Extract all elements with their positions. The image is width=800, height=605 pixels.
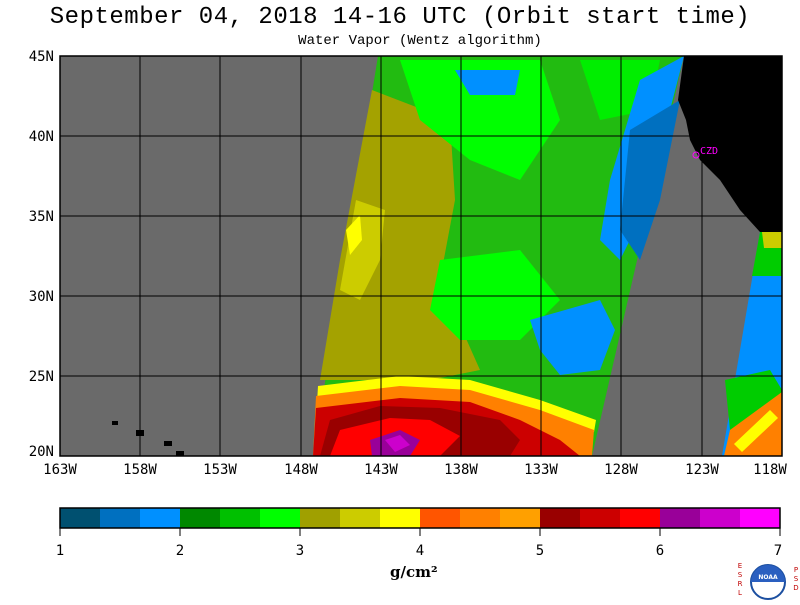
- colorbar-segment: [420, 508, 461, 528]
- colorbar-segment: [220, 508, 261, 528]
- lat-label: 25N: [28, 369, 54, 385]
- swath-left-light-green-a: [400, 60, 560, 180]
- lon-label: 143W: [364, 462, 398, 478]
- map-subtitle: Water Vapor (Wentz algorithm): [298, 33, 542, 49]
- island-a: [112, 421, 118, 425]
- colorbar-segment: [500, 508, 541, 528]
- swath-right-yellow: [762, 232, 782, 248]
- lat-label: 40N: [28, 129, 54, 145]
- logo-letters-right: P S D: [793, 566, 799, 592]
- island-d: [176, 451, 184, 456]
- logo-letters-left: E S R L: [737, 562, 743, 597]
- swath-left-yellowish: [340, 200, 385, 300]
- colorbar-tick-label: 1: [55, 543, 65, 559]
- swath-left-blue-b: [455, 70, 520, 95]
- lon-label: 123W: [685, 462, 719, 478]
- noaa-logo: NOAA E S R L P S D: [736, 560, 800, 600]
- lat-label: 45N: [28, 49, 54, 65]
- colorbar-segment: [540, 508, 581, 528]
- map-grid: [60, 56, 782, 456]
- colorbar-segment: [620, 508, 661, 528]
- lat-label: 30N: [28, 289, 54, 305]
- island-c: [164, 441, 172, 446]
- colorbar-segment: [380, 508, 421, 528]
- colorbar-tick-label: 7: [773, 543, 783, 559]
- swath-right-yellow-low: [734, 410, 778, 452]
- colorbar-segment: [100, 508, 141, 528]
- colorbar-segment: [260, 508, 301, 528]
- colorbar-tick-label: 5: [535, 543, 545, 559]
- swath-left-magenta: [385, 435, 410, 452]
- colorbar-ticks: [59, 528, 781, 536]
- colorbar-segment: [60, 508, 101, 528]
- colorbar-segment: [700, 508, 741, 528]
- colorbar-segment: [340, 508, 381, 528]
- swath-left-yellow: [346, 215, 362, 255]
- colorbar-segment: [740, 508, 781, 528]
- swath-left-blue-c: [530, 300, 615, 375]
- colorbar-tick-label: 6: [655, 543, 665, 559]
- colorbar-segment: [300, 508, 341, 528]
- logo-center-text: NOAA: [758, 574, 778, 581]
- colorbar-segment: [460, 508, 501, 528]
- lon-label: 153W: [203, 462, 237, 478]
- colorbar-units: g/cm²: [390, 563, 438, 581]
- lon-label: 133W: [524, 462, 558, 478]
- lon-label: 128W: [604, 462, 638, 478]
- colorbar-tick-label: 4: [415, 543, 425, 559]
- noaa-emblem: NOAA: [750, 564, 786, 600]
- lon-label: 163W: [43, 462, 77, 478]
- colorbar-segment: [660, 508, 701, 528]
- station-marker: [692, 151, 700, 159]
- lon-label: 138W: [444, 462, 478, 478]
- lon-label: 148W: [284, 462, 318, 478]
- map-title: September 04, 2018 14-16 UTC (Orbit star…: [49, 4, 751, 31]
- colorbar-tick-label: 3: [295, 543, 305, 559]
- colorbar-segment: [180, 508, 221, 528]
- lat-label: 35N: [28, 209, 54, 225]
- colorbar-segment: [140, 508, 181, 528]
- colorbar-segment: [580, 508, 621, 528]
- swath-left-dark-blue: [620, 100, 680, 260]
- lat-label: 20N: [28, 444, 54, 460]
- station-label: CZD: [700, 146, 719, 157]
- lon-label: 118W: [753, 462, 787, 478]
- lon-label: 158W: [123, 462, 157, 478]
- map-frame: [59, 55, 783, 457]
- land-north-america: [678, 56, 782, 232]
- colorbar: [60, 508, 781, 528]
- swath-left-light-green-b: [430, 250, 560, 340]
- colorbar-tick-label: 2: [175, 543, 185, 559]
